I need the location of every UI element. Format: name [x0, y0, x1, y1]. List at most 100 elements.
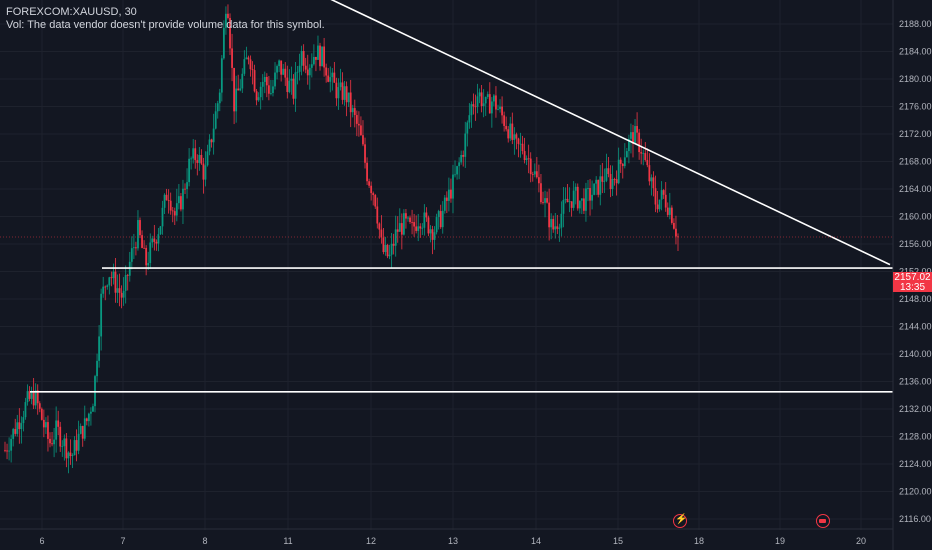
candle-body [353, 108, 356, 116]
candle-body [540, 183, 542, 203]
candle-body [628, 138, 630, 152]
candle-body [116, 288, 119, 293]
candle-body [675, 228, 677, 237]
candle-body [360, 125, 362, 136]
candle-body [165, 194, 168, 201]
descending-resistance-trendline[interactable] [267, 0, 891, 266]
candle-body [108, 277, 111, 286]
candle-body [196, 160, 199, 163]
candle-body [259, 86, 262, 98]
candle-body [8, 450, 10, 452]
candle-body [478, 92, 481, 97]
candle-body [644, 153, 647, 161]
candle-body [120, 292, 123, 298]
candle-body [560, 213, 563, 228]
candle-body [114, 271, 117, 293]
time-tick-label: 6 [39, 536, 44, 546]
candle-body [562, 199, 565, 214]
candle-body [24, 402, 27, 418]
price-tick-label: 2136.00 [899, 377, 932, 387]
candle-body [341, 82, 344, 100]
candle-body [380, 229, 383, 238]
candle-body [122, 290, 125, 298]
candle-body [112, 271, 115, 279]
candle-body [402, 213, 405, 235]
candle-body [186, 182, 188, 190]
candle-body [564, 198, 567, 200]
candle-body [670, 207, 673, 223]
candle-body [630, 132, 632, 139]
candle-body [171, 210, 174, 212]
candle-body [28, 391, 31, 399]
candle-body [16, 422, 19, 434]
candle-body [388, 254, 391, 257]
candle-body [531, 174, 534, 175]
candle-body [452, 174, 454, 199]
candle-body [265, 76, 268, 86]
drawing-tools-layer[interactable] [30, 0, 893, 393]
candle-body [400, 223, 403, 235]
candle-body [317, 45, 319, 60]
candle-body [222, 27, 225, 59]
candle-body [22, 417, 25, 424]
candle-body [439, 211, 442, 228]
time-tick-label: 12 [366, 536, 376, 546]
lightning-event-icon[interactable] [673, 514, 687, 528]
earnings-event-icon[interactable] [816, 514, 830, 528]
candle-body [173, 211, 176, 216]
candle-body [73, 440, 76, 456]
candle-body [339, 82, 342, 88]
price-tick-label: 2192.00 [899, 0, 932, 2]
candle-body [139, 220, 141, 236]
candle-body [558, 227, 561, 229]
candle-body [476, 96, 479, 107]
price-tick-label: 2168.00 [899, 157, 932, 167]
symbol-title[interactable]: FOREXCOM:XAUUSD, 30 [6, 6, 137, 18]
candle-body [652, 177, 655, 189]
candle-body [470, 104, 473, 116]
price-tick-label: 2148.00 [899, 294, 932, 304]
candle-body [392, 243, 395, 246]
candle-body [447, 189, 450, 201]
candle-body [71, 455, 74, 457]
candle-body [55, 420, 58, 440]
time-axis[interactable]: 6 7 8 11 12 13 14 15 18 19 20 [0, 528, 893, 546]
candle-body [472, 104, 475, 107]
candle-body [615, 179, 618, 184]
candle-body [415, 226, 418, 231]
price-tick-label: 2180.00 [899, 74, 932, 84]
candle-body [462, 154, 465, 157]
candle-body [225, 13, 227, 28]
candle-body [368, 181, 371, 186]
candle-body [30, 392, 33, 399]
candle-body [34, 390, 37, 406]
candle-body [45, 422, 47, 428]
candle-body [390, 243, 393, 255]
candle-body [572, 190, 575, 208]
price-tick-label: 2184.00 [899, 47, 932, 57]
candle-body [63, 438, 66, 447]
candle-body [589, 188, 591, 201]
candle-body [552, 219, 555, 230]
candle-body [374, 195, 377, 207]
candle-body [208, 139, 211, 152]
last-price-tag: 2157.02 13:35 [893, 272, 932, 292]
time-tick-label: 8 [202, 536, 207, 546]
candle-body [100, 293, 103, 337]
candle-body [458, 162, 461, 167]
candle-body [104, 286, 107, 288]
candle-body [632, 132, 634, 144]
candle-body [349, 92, 352, 113]
candle-body [319, 45, 321, 67]
candle-body [437, 211, 440, 218]
candle-body [81, 426, 84, 439]
candle-body [537, 177, 540, 184]
candle-body [468, 115, 471, 123]
candle-body [102, 286, 105, 294]
candle-body [155, 241, 158, 244]
candle-body [106, 285, 109, 287]
candle-body [32, 392, 35, 406]
candle-body [276, 66, 278, 73]
candle-body [282, 68, 285, 75]
